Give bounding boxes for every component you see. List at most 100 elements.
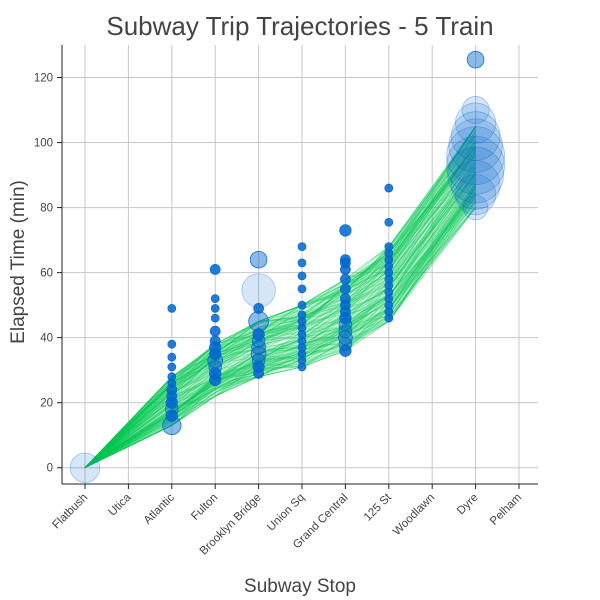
data-point xyxy=(209,367,222,380)
trajectory-line xyxy=(84,175,476,469)
trajectory-line xyxy=(84,159,476,469)
trajectory-line xyxy=(84,158,476,469)
trajectory-line xyxy=(84,137,476,468)
trajectory-line xyxy=(84,127,476,468)
trajectory-line xyxy=(84,187,476,469)
trajectory-line xyxy=(84,126,476,468)
trajectory-line xyxy=(84,188,476,469)
trajectory-line xyxy=(84,200,476,469)
trajectory-line xyxy=(84,152,476,468)
trajectory-line xyxy=(84,172,476,469)
trajectory-line xyxy=(84,197,476,469)
trajectory-line xyxy=(84,129,476,468)
trajectory-line xyxy=(84,127,476,468)
data-point xyxy=(446,135,505,195)
trajectory-line xyxy=(84,202,476,469)
trajectory-line xyxy=(84,128,476,468)
trajectory-line xyxy=(84,180,476,469)
y-tick-label: 80 xyxy=(40,203,53,215)
trajectory-line xyxy=(84,186,476,469)
trajectory-line xyxy=(84,193,476,469)
trajectory-line xyxy=(84,188,476,469)
trajectory-line xyxy=(84,171,476,469)
trajectory-line xyxy=(84,167,476,469)
trajectory-line xyxy=(84,185,476,469)
trajectory-line xyxy=(84,130,476,468)
x-tick-label: Union Sq xyxy=(265,492,307,534)
trajectory-line xyxy=(84,141,476,468)
trajectory-line xyxy=(84,126,476,468)
trajectory-line xyxy=(84,199,476,469)
x-tick-label: 125 St xyxy=(362,491,395,524)
trajectory-line xyxy=(84,187,476,469)
trajectory-line xyxy=(84,150,476,468)
data-point xyxy=(450,111,501,161)
trajectory-line xyxy=(84,200,476,469)
trajectory-line xyxy=(84,135,476,468)
trajectory-line xyxy=(84,136,476,468)
trajectory-line xyxy=(84,172,476,469)
x-tick-label: Utica xyxy=(107,491,134,518)
trajectory-line xyxy=(84,183,476,469)
trajectory-line xyxy=(84,187,476,469)
trajectory-line xyxy=(84,126,476,468)
trajectory-line xyxy=(84,163,476,469)
trajectory-line xyxy=(84,187,476,469)
x-tick-label: Flatbush xyxy=(50,492,90,532)
trajectory-line xyxy=(84,147,476,468)
trajectory-line xyxy=(84,176,476,469)
trajectory-line xyxy=(84,148,476,469)
data-point xyxy=(384,217,394,227)
trajectory-line xyxy=(84,186,476,469)
data-point xyxy=(167,303,177,313)
trajectory-line xyxy=(84,143,476,469)
trajectory-line xyxy=(84,179,476,469)
trajectory-line xyxy=(84,151,476,468)
trajectory-line xyxy=(84,174,476,469)
trajectory-line xyxy=(84,195,476,469)
trajectory-line xyxy=(84,140,476,468)
trajectory-line xyxy=(84,146,476,468)
trajectory-line xyxy=(84,152,476,468)
trajectory-line xyxy=(84,140,476,468)
trajectory-line xyxy=(84,130,476,468)
trajectory-line xyxy=(84,193,476,469)
data-point xyxy=(252,328,265,341)
trajectory-line xyxy=(84,134,476,468)
trajectory-line xyxy=(84,171,476,469)
trajectory-line xyxy=(84,153,476,469)
trajectory-line xyxy=(84,167,476,469)
trajectory-line xyxy=(84,173,476,469)
trajectory-line xyxy=(84,167,476,469)
trajectory-line xyxy=(84,166,476,469)
trajectory-line xyxy=(84,174,476,469)
trajectory-line xyxy=(84,182,476,469)
trajectory-line xyxy=(84,145,476,468)
y-tick-label: 40 xyxy=(40,333,53,345)
trajectory-line xyxy=(84,161,476,469)
trajectory-line xyxy=(84,202,476,469)
trajectory-line xyxy=(84,201,476,469)
trajectory-line xyxy=(84,151,476,468)
trajectory-line xyxy=(84,194,476,469)
trajectory-line xyxy=(84,160,476,469)
trajectory-line xyxy=(84,145,476,468)
data-point xyxy=(461,96,490,125)
trajectory-line xyxy=(84,197,476,469)
data-point xyxy=(340,283,351,295)
y-tick-label: 60 xyxy=(40,268,53,280)
trajectory-line xyxy=(84,196,476,469)
trajectory-line xyxy=(84,143,476,468)
trajectory-line xyxy=(84,195,476,469)
data-point xyxy=(209,263,221,275)
trajectory-line xyxy=(84,193,476,469)
trajectory-line xyxy=(84,195,476,469)
trajectory-line xyxy=(84,191,476,469)
trajectory-line xyxy=(84,192,476,469)
trajectory-line xyxy=(84,175,476,469)
trajectory-line xyxy=(84,140,476,468)
trajectory-line xyxy=(84,162,476,469)
trajectory-line xyxy=(84,185,476,469)
data-point xyxy=(241,273,276,308)
trajectory-line xyxy=(84,164,476,469)
